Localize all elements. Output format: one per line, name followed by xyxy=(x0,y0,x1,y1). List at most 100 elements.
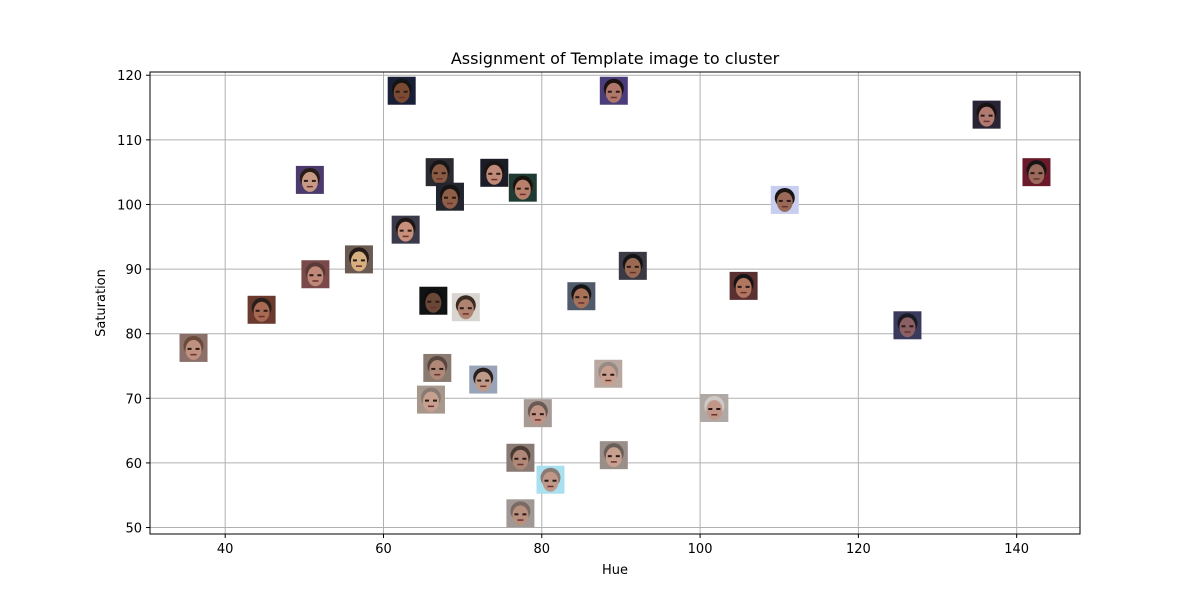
left-eye xyxy=(602,373,607,376)
left-eye xyxy=(352,259,357,262)
left-eye xyxy=(443,196,448,199)
face-shape xyxy=(350,251,367,272)
right-eye xyxy=(786,199,791,202)
face-thumbnail-point xyxy=(770,185,799,214)
face-shape xyxy=(899,317,916,338)
right-eye xyxy=(485,379,490,382)
mouth xyxy=(740,291,747,294)
face-shape xyxy=(431,164,448,185)
face-thumbnail-point xyxy=(523,399,552,428)
x-axis-ticks: 40 60 80 100 120 140 xyxy=(217,534,1029,557)
face-shape xyxy=(457,299,474,320)
left-eye xyxy=(433,172,438,175)
face-thumbnail-point xyxy=(594,359,623,388)
right-eye xyxy=(634,265,639,268)
mouth xyxy=(1033,178,1040,180)
y-tick-label: 90 xyxy=(125,263,142,278)
mouth xyxy=(427,405,434,408)
right-eye xyxy=(467,307,472,310)
right-eye xyxy=(263,309,268,312)
face-shape xyxy=(185,339,202,360)
y-tick-label: 70 xyxy=(125,392,142,407)
face-thumbnail-point xyxy=(451,293,480,322)
face-shape xyxy=(429,359,446,380)
mouth xyxy=(904,331,911,333)
face-shape xyxy=(514,179,531,200)
right-eye xyxy=(432,399,437,402)
face-shape xyxy=(706,400,723,420)
face-shape xyxy=(624,257,641,278)
face-shape xyxy=(301,171,318,192)
right-eye xyxy=(441,172,446,175)
face-thumbnail-point xyxy=(508,173,537,202)
face-shape xyxy=(475,371,492,392)
face-shape xyxy=(441,188,458,209)
mouth xyxy=(306,185,313,188)
right-eye xyxy=(311,179,316,182)
face-shape xyxy=(307,266,324,287)
mouth xyxy=(355,265,362,267)
plot-area-frame xyxy=(149,71,1081,535)
face-shape xyxy=(600,365,617,386)
left-eye xyxy=(516,187,521,190)
y-tick-label: 100 xyxy=(117,198,142,213)
data-points xyxy=(179,76,1051,528)
face-thumbnail-point xyxy=(423,353,452,382)
left-eye xyxy=(399,229,404,232)
right-eye xyxy=(435,300,440,303)
face-thumbnail-point xyxy=(247,295,276,324)
face-shape xyxy=(397,221,414,242)
mouth xyxy=(312,280,319,282)
face-thumbnail-point xyxy=(425,158,454,187)
left-eye xyxy=(514,513,519,516)
mouth xyxy=(258,315,265,318)
left-eye xyxy=(459,307,464,310)
face-shape xyxy=(735,277,752,298)
right-eye xyxy=(403,90,408,93)
face-thumbnail-point xyxy=(391,215,420,244)
right-eye xyxy=(552,479,557,482)
x-tick-label: 40 xyxy=(217,542,234,557)
left-eye xyxy=(607,455,612,458)
left-eye xyxy=(708,408,713,410)
face-shape xyxy=(605,447,622,468)
x-tick-label: 140 xyxy=(1004,542,1029,557)
face-shape xyxy=(978,106,995,127)
left-eye xyxy=(488,172,493,175)
x-tick-label: 100 xyxy=(688,542,713,557)
face-shape xyxy=(1028,164,1045,185)
face-thumbnail-point xyxy=(301,260,330,289)
left-eye xyxy=(255,309,260,312)
face-thumbnail-point xyxy=(700,394,729,422)
face-thumbnail-point xyxy=(536,465,565,494)
face-thumbnail-point xyxy=(972,100,1001,129)
face-thumbnail-point xyxy=(416,385,445,414)
mouth xyxy=(711,414,718,416)
right-eye xyxy=(451,196,456,199)
face-thumbnail-point xyxy=(387,76,416,105)
left-eye xyxy=(607,90,612,93)
left-eye xyxy=(187,347,192,350)
left-eye xyxy=(431,367,436,370)
right-eye xyxy=(1038,172,1043,175)
chart-title: Assignment of Template image to cluster xyxy=(451,49,780,68)
face-thumbnail-point xyxy=(599,76,628,105)
mouth xyxy=(519,193,526,196)
face-thumbnail-point xyxy=(893,311,922,340)
right-eye xyxy=(745,285,750,288)
x-tick-label: 120 xyxy=(846,542,871,557)
face-thumbnail-point xyxy=(729,271,758,300)
right-eye xyxy=(716,408,721,410)
right-eye xyxy=(195,347,200,350)
face-shape xyxy=(512,505,529,526)
grid-lines xyxy=(150,72,1080,534)
face-shape xyxy=(486,164,503,185)
right-eye xyxy=(360,259,365,262)
left-eye xyxy=(901,325,906,328)
y-axis-ticks: 50 60 70 80 90 100 110 120 xyxy=(117,69,150,537)
right-eye xyxy=(610,373,615,376)
face-thumbnail-point xyxy=(1022,158,1051,187)
face-shape xyxy=(393,82,410,103)
left-eye xyxy=(395,90,400,93)
